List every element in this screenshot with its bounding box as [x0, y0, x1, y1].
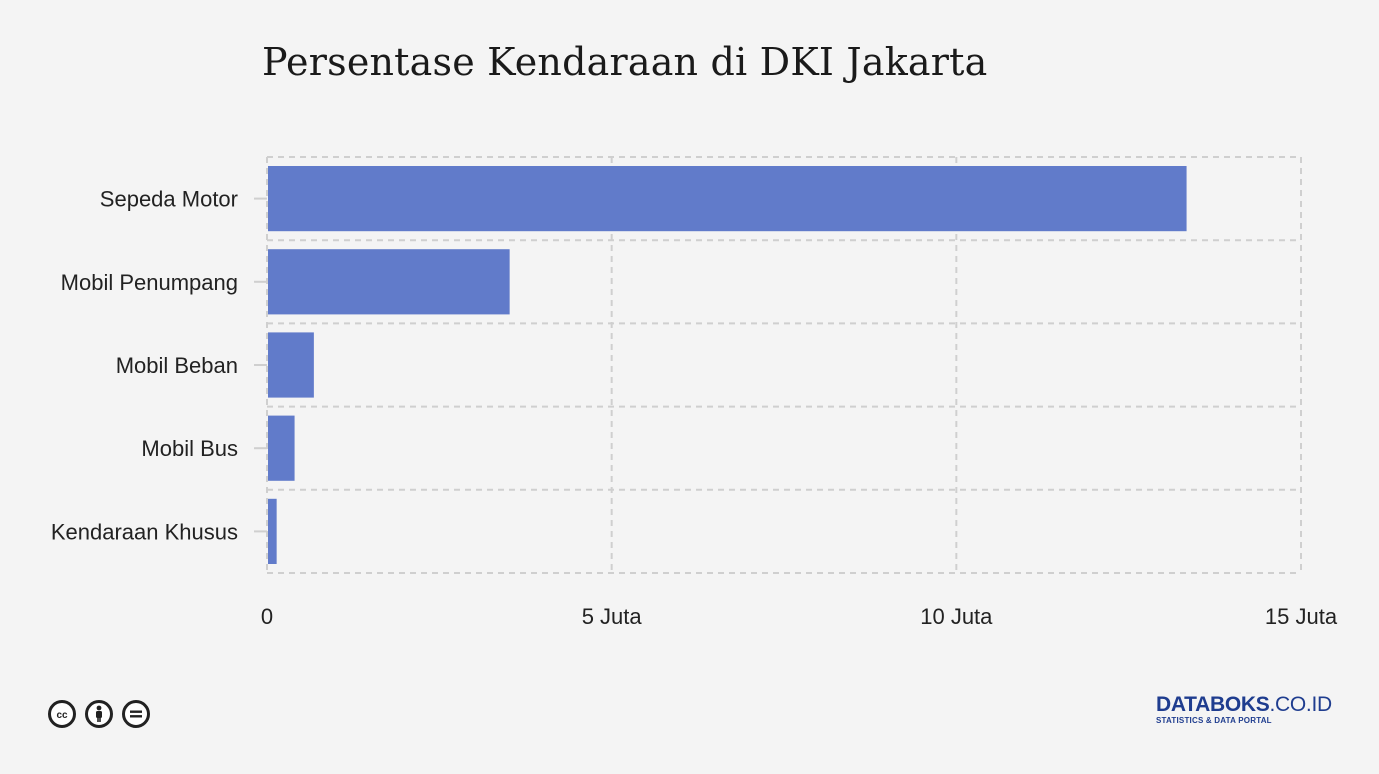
bars	[268, 166, 1187, 564]
x-tick-label: 0	[261, 604, 273, 629]
x-tick-label: 10 Juta	[920, 604, 993, 629]
x-tick-labels: 0 5 Juta 10 Juta 15 Juta	[261, 604, 1338, 629]
category-label: Mobil Penumpang	[61, 270, 238, 295]
bar-kendaraan-khusus	[268, 498, 277, 564]
by-icon	[85, 700, 113, 728]
nd-icon	[122, 700, 150, 728]
cc-icon: cc	[48, 700, 76, 728]
chart-title: Persentase Kendaraan di DKI Jakarta	[262, 40, 988, 84]
bar-mobil-bus	[268, 415, 295, 481]
license-icons: cc	[48, 700, 150, 728]
brand-main: DATABOKS	[1156, 693, 1270, 716]
x-tick-label: 15 Juta	[1265, 604, 1338, 629]
category-label: Mobil Beban	[116, 353, 238, 378]
category-label: Sepeda Motor	[100, 187, 238, 212]
category-labels: Sepeda Motor Mobil Penumpang Mobil Beban Mo…	[51, 187, 267, 544]
bar-mobil-beban	[268, 332, 314, 398]
databoks-logo: DATABOKS.CO.ID STATISTICS & DATA PORTAL	[1156, 694, 1332, 726]
bar-mobil-penumpang	[268, 249, 510, 315]
x-tick-label: 5 Juta	[582, 604, 643, 629]
category-label: Mobil Bus	[141, 436, 238, 461]
category-label: Kendaraan Khusus	[51, 519, 238, 544]
brand-suffix: .CO.ID	[1269, 693, 1332, 716]
bar-sepeda-motor	[268, 166, 1187, 232]
brand-sub: STATISTICS & DATA PORTAL	[1156, 716, 1272, 725]
svg-text:cc: cc	[56, 710, 68, 720]
